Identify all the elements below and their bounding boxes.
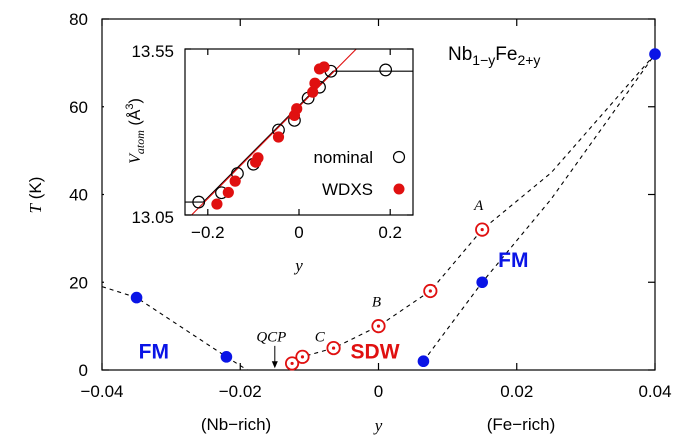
inset-fit-line [190,49,358,215]
wdxs-data-point [222,186,234,199]
main-axis-ticks: −0.04 −0.02 0 0.02 0.04 0 20 40 60 80 [69,10,671,401]
phase-boundary-line [422,53,656,362]
y-tick-label: 20 [69,273,88,292]
fm-data-point [417,355,430,368]
point-annotation: QCP [256,329,286,345]
sdw-data-point-center [376,324,381,328]
wdxs-data-point [307,86,319,98]
x-axis-side-label-left: (Nb−rich) [201,415,271,434]
inset-x-tick-label: 0 [294,223,303,242]
inset-data-points [192,61,393,210]
y-tick-label: 60 [69,98,88,117]
y-axis-label: T (K) [26,177,45,214]
x-tick-label: −0.04 [80,382,123,401]
wdxs-data-point [291,103,303,115]
inset-y-axis-label: Vatom (Å3) [124,98,147,164]
wdxs-data-point [229,175,241,187]
fm-data-point [220,351,233,363]
fm-data-point [476,276,488,289]
y-tick-label: 40 [69,186,88,205]
phase-region-label: FM [498,249,528,272]
main-data-points [130,48,661,371]
legend-marker-nominal [392,150,406,164]
sdw-data-point-center [290,361,294,366]
phase-region-label: SDW [351,341,400,364]
x-tick-label: −0.02 [219,382,262,401]
wdxs-data-point [252,152,264,164]
inset-x-tick-label: −0.2 [191,223,225,242]
x-axis-side-label-right: (Fe−rich) [487,415,555,434]
wdxs-data-point [318,61,330,73]
nominal-data-point [192,195,206,209]
x-axis-label: y [373,416,383,435]
sdw-data-point-center [331,346,336,350]
main-plot: −0.04 −0.02 0 0.02 0.04 0 20 40 60 80 A B C QCP FM SDW… [26,10,672,435]
x-tick-label: 0.02 [500,382,533,401]
legend-marker-wdxs [393,183,405,195]
chart-title: Nb1−yFe2+y [448,44,540,68]
point-annotation: C [315,329,326,345]
legend-label-wdxs: WDXS [322,180,373,199]
qcp-arrow-head [271,361,278,369]
inset-legend: nominal WDXS [313,148,406,199]
inset-fit-lines [185,49,413,215]
legend-label-nominal: nominal [313,148,373,167]
wdxs-data-point [309,77,321,89]
inset-plot: −0.2 0 0.2 13.05 13.55 Vatom (Å3) y nominal … [104,30,418,286]
inset-x-tick-label: 0.2 [378,223,402,242]
inset-fit-line [185,70,413,203]
y-tick-label: 80 [69,10,88,29]
sdw-data-point-center [480,228,484,232]
x-tick-label: 0.04 [638,382,671,401]
fm-data-point [130,291,143,304]
wdxs-data-point [211,198,223,210]
x-tick-label: 0 [374,382,383,401]
sdw-data-point-center [300,355,305,359]
point-annotation: B [372,294,381,310]
inset-x-axis-label: y [293,256,303,275]
point-annotation: A [473,198,484,214]
phase-boundary-line [101,286,248,371]
main-annotations: A B C QCP FM SDW FM [139,198,528,369]
sdw-data-point-center [428,289,432,293]
fm-data-point [649,48,661,60]
inset-axis-ticks: −0.2 0 0.2 13.05 13.55 [131,42,413,242]
inset-y-tick-label: 13.55 [131,42,174,61]
nominal-data-point [379,63,393,77]
wdxs-data-point [272,131,285,143]
y-tick-label: 0 [79,361,88,380]
phase-region-label: FM [139,341,169,364]
inset-y-tick-label: 13.05 [131,208,174,227]
